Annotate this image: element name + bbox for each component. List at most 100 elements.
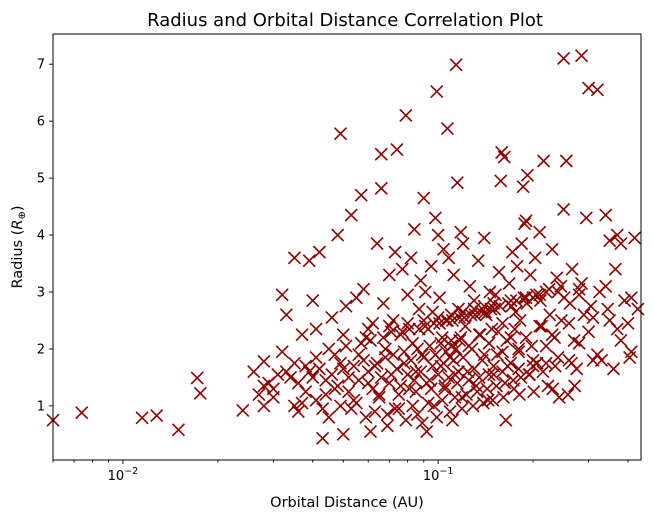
data-point	[533, 319, 547, 333]
data-point	[370, 237, 384, 251]
y-tick-label: 5	[37, 172, 45, 187]
data-point	[487, 359, 501, 373]
data-point	[363, 333, 378, 347]
data-point	[421, 396, 435, 410]
data-point	[545, 328, 559, 342]
data-point	[336, 328, 350, 342]
data-point	[526, 359, 540, 373]
data-point	[402, 382, 416, 396]
data-point	[374, 147, 388, 161]
data-point	[447, 268, 461, 282]
data-point	[467, 362, 481, 376]
data-point	[309, 350, 323, 365]
data-point	[344, 208, 358, 222]
data-point	[512, 362, 526, 376]
data-point	[624, 345, 638, 359]
data-point	[316, 402, 330, 416]
data-point	[382, 376, 396, 390]
data-point	[361, 322, 375, 336]
data-point	[499, 413, 513, 427]
data-point	[572, 288, 586, 302]
data-point	[247, 365, 261, 379]
data-point	[395, 325, 409, 339]
data-point	[523, 268, 537, 282]
data-point	[418, 285, 432, 299]
y-tick-label: 7	[37, 58, 45, 73]
data-point	[477, 348, 491, 362]
data-point	[443, 405, 457, 419]
data-point	[599, 208, 613, 222]
data-point	[480, 382, 494, 396]
data-point	[312, 362, 326, 376]
data-point	[448, 390, 462, 404]
data-point	[382, 268, 396, 282]
data-point	[512, 345, 526, 359]
data-point	[316, 431, 330, 445]
y-tick-label: 3	[37, 285, 45, 300]
data-point	[409, 385, 423, 399]
data-point	[529, 288, 544, 302]
data-point	[407, 222, 421, 236]
data-point	[512, 387, 526, 402]
y-axis-label-main: Radius (	[10, 230, 26, 289]
data-point	[450, 376, 464, 390]
data-point	[482, 336, 496, 350]
data-point	[287, 251, 302, 265]
data-point	[450, 176, 464, 190]
data-point	[488, 302, 502, 316]
data-point	[366, 382, 380, 396]
data-point	[471, 254, 485, 268]
data-point	[406, 399, 420, 413]
data-point	[415, 416, 429, 430]
data-point	[372, 390, 386, 404]
data-point	[440, 121, 454, 136]
data-point	[445, 413, 460, 427]
data-point	[506, 373, 520, 387]
data-point	[536, 365, 550, 379]
data-point	[559, 154, 573, 168]
data-point	[275, 288, 289, 302]
data-point	[75, 406, 89, 420]
data-point	[283, 370, 298, 384]
data-point	[516, 180, 530, 194]
data-point	[498, 376, 512, 390]
data-point	[590, 83, 604, 97]
data-point	[414, 274, 428, 288]
data-point	[404, 251, 418, 265]
data-point	[454, 225, 468, 239]
data-point	[550, 271, 564, 285]
data-point	[562, 316, 576, 330]
data-point	[394, 379, 408, 393]
data-point	[386, 313, 400, 328]
data-point	[333, 399, 348, 413]
data-point	[548, 359, 562, 373]
y-axis-label-sub: ⊕	[17, 211, 28, 219]
data-point	[470, 385, 484, 399]
data-point	[435, 393, 449, 407]
data-point	[347, 359, 361, 373]
data-point	[584, 299, 598, 313]
data-point	[478, 305, 492, 319]
data-point	[546, 382, 560, 396]
data-point	[537, 154, 551, 168]
data-point	[344, 402, 358, 416]
data-point	[309, 393, 323, 407]
data-point	[432, 316, 447, 330]
data-point	[488, 288, 503, 302]
data-point	[472, 370, 486, 384]
data-point	[459, 387, 474, 402]
data-point	[295, 328, 309, 342]
data-point	[489, 379, 503, 393]
data-point	[508, 305, 523, 319]
data-point	[390, 143, 404, 157]
data-point	[610, 228, 624, 242]
data-point	[319, 387, 333, 402]
data-point	[533, 293, 547, 308]
data-point	[386, 348, 400, 362]
data-point	[574, 49, 589, 63]
data-point	[574, 276, 589, 291]
data-point	[417, 191, 431, 205]
data-point	[579, 211, 593, 225]
data-point	[275, 345, 289, 359]
data-point	[306, 293, 320, 308]
